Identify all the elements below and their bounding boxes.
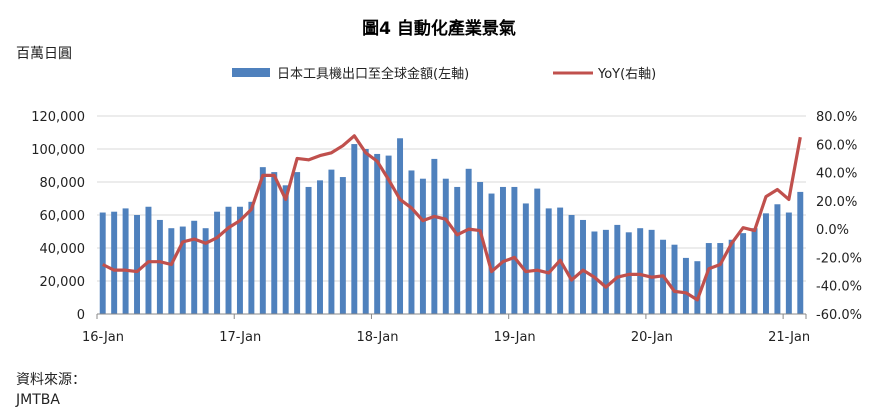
bar (419, 178, 426, 314)
bar (763, 213, 769, 314)
bar (740, 233, 747, 314)
bar (568, 215, 575, 314)
y-right-tick-label: 40.0% (816, 167, 857, 182)
x-tick-label: 20-Jan (631, 330, 673, 345)
bar (305, 186, 312, 314)
bar (534, 188, 541, 314)
y-axis-left-label: 百萬日圓 (16, 46, 72, 62)
y-right-tick-label: -40.0% (816, 280, 862, 295)
bar (385, 155, 392, 314)
x-tick-label: 17-Jan (219, 330, 261, 345)
x-tick-label: 16-Jan (82, 330, 124, 345)
y-axis-left-ticks: 0 20,000 40,000 60,000 80,000 100,000 120,000 (31, 110, 85, 323)
bar (397, 138, 404, 314)
bar (168, 228, 175, 314)
bar (134, 215, 140, 314)
bar (362, 149, 369, 314)
bar (191, 220, 198, 314)
bar (705, 243, 712, 314)
bar (717, 243, 724, 314)
x-tick-label: 18-Jan (356, 330, 398, 345)
y-right-tick-label: 80.0% (816, 110, 857, 125)
bar (317, 180, 323, 314)
bar (214, 211, 221, 314)
bar (454, 186, 461, 314)
bar (774, 204, 781, 314)
bar (339, 177, 346, 314)
y-right-tick-label: -60.0% (816, 308, 862, 323)
bar (637, 228, 644, 314)
y-axis-right-ticks: -60.0% -40.0% -20.0% 0.0% 20.0% 40.0% 60.0% 80.… (816, 110, 862, 323)
bar (202, 228, 209, 314)
y-left-tick-label: 40,000 (40, 242, 86, 257)
bar (122, 208, 129, 314)
y-left-tick-label: 20,000 (40, 275, 86, 290)
bar (99, 212, 106, 314)
yoy-line (102, 134, 802, 302)
y-right-tick-label: 60.0% (816, 138, 857, 153)
legend: 日本工具機出口至全球金額(左軸) YoY(右軸) (232, 66, 656, 82)
bar (488, 193, 495, 314)
bar-series (99, 138, 804, 315)
bar (431, 158, 438, 314)
bar (374, 153, 381, 314)
bar (442, 178, 449, 314)
bar (522, 203, 529, 314)
y-left-tick-label: 80,000 (40, 176, 86, 191)
chart-title: 圖4 自動化產業景氣 (362, 18, 516, 39)
legend-bar-swatch (232, 68, 270, 77)
bar (408, 170, 415, 314)
bar (682, 257, 689, 314)
bar (294, 172, 301, 314)
bar (351, 144, 358, 314)
bar (545, 208, 552, 314)
bar (602, 229, 609, 314)
bar (591, 231, 598, 314)
bar (271, 172, 278, 314)
y-right-tick-label: 0.0% (816, 223, 849, 238)
bar (614, 224, 621, 314)
bar (648, 229, 655, 314)
y-left-tick-label: 0 (77, 308, 85, 323)
bar (671, 244, 678, 314)
bar (694, 261, 701, 314)
bar (511, 186, 518, 314)
bar (797, 191, 804, 314)
bar (179, 226, 186, 314)
y-left-tick-label: 100,000 (31, 143, 85, 158)
y-left-tick-label: 120,000 (31, 110, 85, 125)
source-label: 資料來源： (16, 372, 86, 388)
bar (282, 185, 289, 314)
bar (785, 212, 792, 314)
bar (225, 206, 232, 314)
legend-bar-label: 日本工具機出口至全球金額(左軸) (277, 66, 469, 82)
x-axis-ticks: 16-Jan 17-Jan 18-Jan 19-Jan 20-Jan 21-Jan (82, 314, 810, 345)
bar (111, 211, 118, 314)
bar (728, 239, 735, 314)
bar (580, 219, 586, 314)
legend-line-label: YoY(右軸) (597, 67, 656, 82)
bar (328, 169, 335, 315)
x-tick-label: 21-Jan (768, 330, 810, 345)
bar (156, 219, 163, 314)
bar (465, 168, 472, 314)
bar (248, 201, 255, 314)
source-text: JMTBA (15, 392, 60, 408)
y-right-tick-label: -20.0% (816, 251, 862, 266)
y-left-tick-label: 60,000 (40, 209, 86, 224)
bar (236, 206, 243, 314)
x-tick-label: 19-Jan (494, 330, 536, 345)
bar (499, 186, 506, 314)
bar (259, 167, 266, 314)
bar (751, 228, 758, 314)
bar (477, 182, 484, 314)
y-right-tick-label: 20.0% (816, 195, 857, 210)
